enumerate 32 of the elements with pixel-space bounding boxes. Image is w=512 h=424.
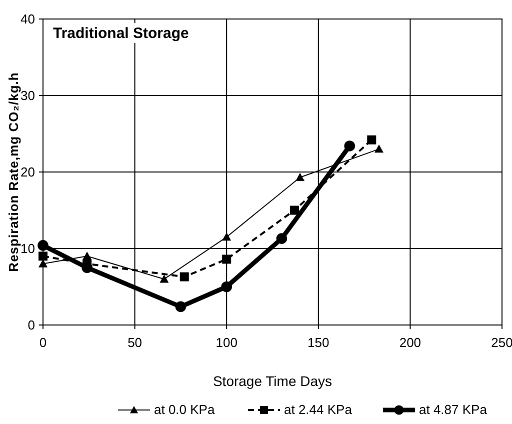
y-tick-label: 20 xyxy=(20,164,35,180)
point xyxy=(296,172,305,181)
point xyxy=(367,135,376,144)
legend-label: at 4.87 KPa xyxy=(419,402,488,417)
y-tick-label: 30 xyxy=(20,88,35,103)
x-tick-label: 100 xyxy=(216,335,238,350)
point xyxy=(180,272,189,282)
point xyxy=(276,233,288,244)
point xyxy=(222,232,232,241)
point xyxy=(160,274,169,283)
point xyxy=(38,240,48,251)
point xyxy=(82,252,92,260)
y-tick-label: 0 xyxy=(28,318,35,332)
point xyxy=(175,301,186,312)
point xyxy=(222,254,232,264)
x-tick-label: 250 xyxy=(491,335,512,350)
point xyxy=(221,281,232,292)
chart-title: Traditional Storage xyxy=(53,25,189,42)
legend-label: at 0.0 KPa xyxy=(154,402,216,417)
point xyxy=(344,140,356,152)
point xyxy=(374,144,384,153)
point xyxy=(290,206,300,215)
x-tick-label: 0 xyxy=(39,335,47,350)
y-tick-label: 40 xyxy=(20,12,35,26)
x-axis-title: Storage Time Days xyxy=(212,373,332,389)
y-axis-title: Respiration Rate,mg CO₂/kg.h xyxy=(6,72,21,272)
x-tick-label: 50 xyxy=(128,335,142,350)
x-tick-label: 200 xyxy=(399,335,422,350)
y-tick-label: 10 xyxy=(20,241,35,256)
point xyxy=(38,252,48,261)
legend-label: at 2.44 KPa xyxy=(284,402,353,417)
x-tick-label: 150 xyxy=(308,335,330,350)
